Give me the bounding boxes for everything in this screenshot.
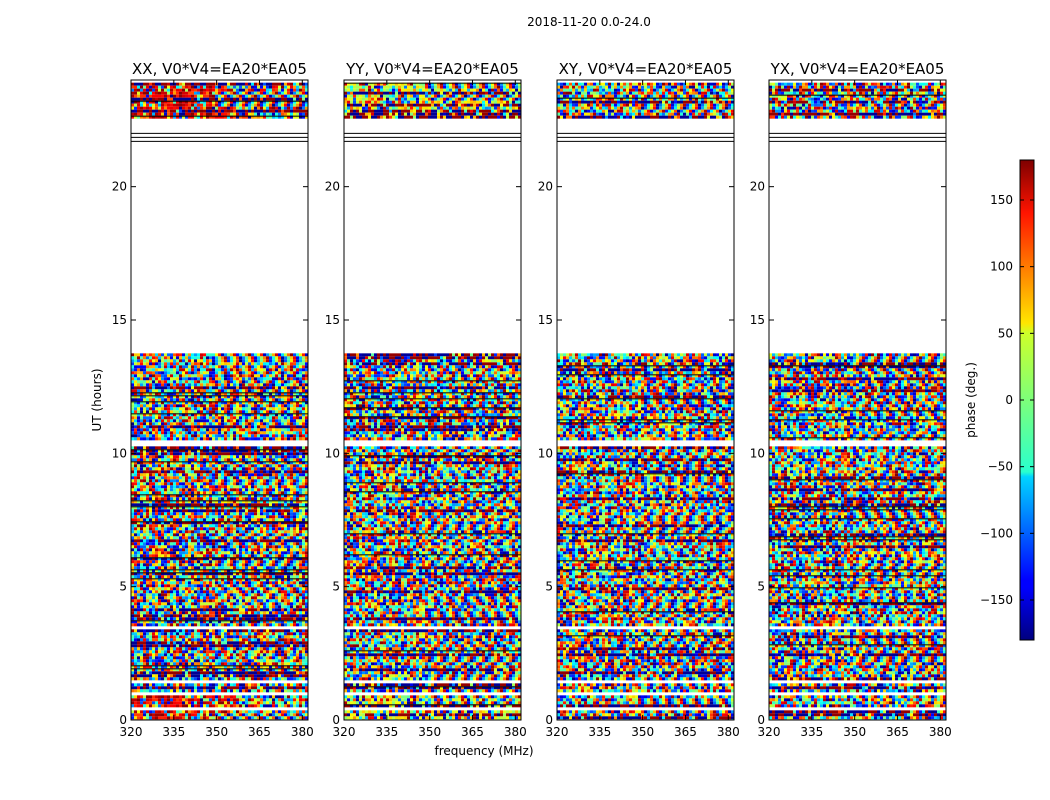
panel-xx: XX, V0*V4=EA20*EA05 320 335 350 365 380 0 5 10 15… [112, 60, 314, 739]
phase-image [769, 82, 946, 720]
y-tick-label: 15 [112, 313, 127, 327]
x-tick-label: 350 [205, 725, 228, 739]
y-tick-label: 10 [750, 446, 765, 460]
y-tick-label: 0 [119, 713, 127, 727]
panel-frame [343, 79, 522, 721]
x-tick-label: 365 [886, 725, 909, 739]
y-tick-label: 10 [112, 446, 127, 460]
panel-frame [556, 79, 735, 721]
panel-title: YX, V0*V4=EA20*EA05 [770, 60, 945, 78]
y-tick-label: 15 [325, 313, 340, 327]
colorbar: 150 100 50 0 −50 −100 −150 phase (deg.) [964, 159, 1035, 641]
y-tick-label: 10 [325, 446, 340, 460]
panel-yx: YX, V0*V4=EA20*EA05 320 335 350 365 380 0 5 10 15… [750, 60, 952, 739]
x-tick-label: 320 [758, 725, 781, 739]
y-tick-label: 0 [757, 713, 765, 727]
phase-image [344, 82, 521, 720]
panel-title: XY, V0*V4=EA20*EA05 [559, 60, 733, 78]
x-tick-label: 365 [461, 725, 484, 739]
x-tick-label: 350 [418, 725, 441, 739]
panel-frame [768, 79, 947, 721]
x-tick-label: 365 [674, 725, 697, 739]
x-tick-label: 380 [504, 725, 527, 739]
x-tick-label: 335 [588, 725, 611, 739]
x-tick-label: 320 [120, 725, 143, 739]
y-tick-label: 5 [545, 580, 553, 594]
x-tick-label: 380 [291, 725, 314, 739]
panel-xy: XY, V0*V4=EA20*EA05 320 335 350 365 380 0 5 10 15… [538, 60, 740, 739]
y-tick-label: 20 [750, 180, 765, 194]
x-tick-label: 380 [717, 725, 740, 739]
colorbar-tick-label: −150 [980, 593, 1013, 607]
x-tick-label: 350 [631, 725, 654, 739]
colorbar-tick-label: 150 [990, 193, 1013, 207]
x-tick-label: 365 [248, 725, 271, 739]
x-axis-label: frequency (MHz) [434, 744, 533, 758]
phase-image [557, 82, 734, 720]
y-tick-label: 5 [757, 580, 765, 594]
y-tick-label: 15 [538, 313, 553, 327]
colorbar-tick-label: −50 [988, 460, 1013, 474]
panel-title: XX, V0*V4=EA20*EA05 [132, 60, 307, 78]
y-tick-label: 10 [538, 446, 553, 460]
colorbar-tick-label: 50 [998, 326, 1013, 340]
y-tick-label: 5 [119, 580, 127, 594]
y-tick-label: 0 [545, 713, 553, 727]
figure-title: 2018-11-20 0.0-24.0 [527, 15, 651, 29]
panel-yy: YY, V0*V4=EA20*EA05 320 335 350 365 380 0 5 10 15… [325, 60, 527, 739]
colorbar-tick-label: −100 [980, 526, 1013, 540]
y-tick-label: 0 [332, 713, 340, 727]
panel-title: YY, V0*V4=EA20*EA05 [345, 60, 519, 78]
y-tick-label: 20 [538, 180, 553, 194]
y-tick-label: 20 [325, 180, 340, 194]
x-tick-label: 335 [162, 725, 185, 739]
x-tick-label: 320 [333, 725, 356, 739]
x-tick-label: 380 [929, 725, 952, 739]
y-axis-label: UT (hours) [90, 368, 104, 431]
panels: XX, V0*V4=EA20*EA05 320 335 350 365 380 0 5 10 15… [112, 60, 952, 739]
colorbar-ticks: 150 100 50 0 −50 −100 −150 [980, 193, 1034, 607]
colorbar-tick-label: 0 [1005, 393, 1013, 407]
panel-frame [130, 79, 309, 721]
x-tick-label: 335 [800, 725, 823, 739]
colorbar-tick-label: 100 [990, 260, 1013, 274]
x-tick-label: 320 [546, 725, 569, 739]
y-tick-label: 5 [332, 580, 340, 594]
x-tick-label: 350 [843, 725, 866, 739]
x-tick-label: 335 [375, 725, 398, 739]
colorbar-label: phase (deg.) [964, 362, 978, 438]
y-tick-label: 20 [112, 180, 127, 194]
phase-image [131, 82, 308, 720]
y-tick-label: 15 [750, 313, 765, 327]
